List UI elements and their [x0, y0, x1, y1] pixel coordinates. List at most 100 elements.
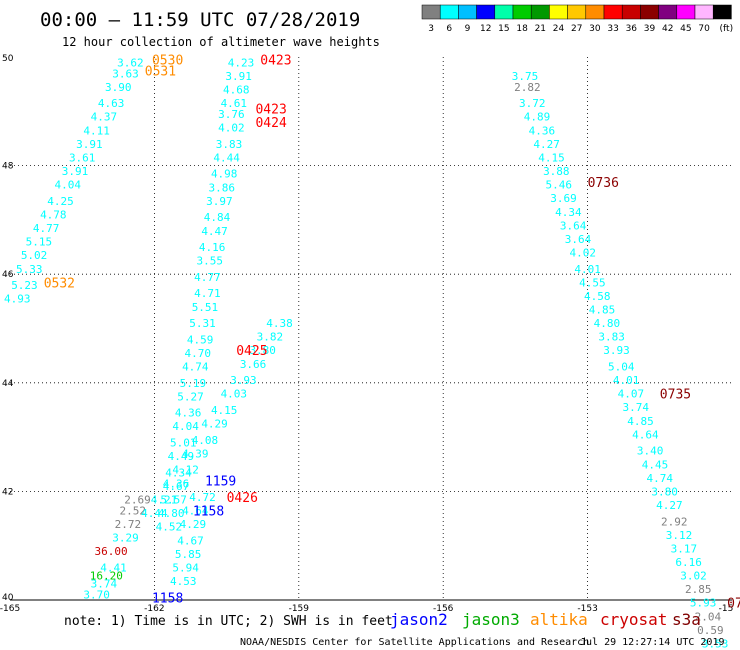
footer-note: note: 1) Time is in UTC; 2) SWH is in fe… [64, 614, 393, 629]
swh-point: 4.77 [194, 271, 221, 284]
swh-point: 16.20 [90, 570, 123, 583]
swh-point: 4.37 [91, 111, 118, 124]
swh-point: 3.82 [257, 331, 284, 344]
swh-point: 3.97 [206, 195, 233, 208]
colorbar-legend: 3 6 9 12 15 18 21 24 27 30 33 36 39 42 45 70 (ft) [421, 4, 734, 34]
swh-point: 3.83 [216, 138, 243, 151]
swh-point: 4.53 [170, 575, 197, 588]
swh-point: 3.74 [91, 578, 118, 591]
swh-point: 4.44 [141, 507, 168, 520]
colorbar-label: 33 [607, 24, 618, 34]
swh-point: 3.64 [565, 233, 592, 246]
colorbar-swatch [530, 4, 550, 20]
y-tick-label: 42 [2, 487, 13, 497]
swh-point: 4.71 [194, 287, 221, 300]
swh-point: 4.89 [524, 111, 551, 124]
swh-point: 3.64 [560, 219, 587, 232]
colorbar-swatch [439, 4, 459, 20]
swh-point: 4.52 [156, 521, 183, 534]
time-label: 0530 [152, 54, 183, 69]
time-label: 07 [727, 597, 740, 612]
time-label: 0423 [255, 103, 286, 118]
footer-credit: NOAA/NESDIS Center for Satellite Applica… [240, 637, 589, 648]
swh-point: 3.02 [680, 570, 707, 583]
swh-point: 3.17 [671, 542, 698, 555]
swh-point: 4.25 [47, 195, 74, 208]
time-label: 0531 [145, 65, 176, 80]
colorbar-label: 15 [498, 24, 509, 34]
swh-point: 4.84 [204, 211, 231, 224]
swh-point: 4.78 [40, 208, 67, 221]
time-label: 1158 [152, 591, 183, 606]
legend-entry: cryosat [600, 610, 667, 629]
swh-point: 4.47 [201, 225, 228, 238]
swh-point: 3.29 [112, 532, 139, 545]
colorbar-swatch [494, 4, 514, 20]
colorbar-swatch [694, 4, 714, 20]
swh-point: 4.85 [627, 415, 654, 428]
colorbar-swatch [421, 4, 441, 20]
swh-point: 4.02 [570, 246, 597, 259]
swh-point: 4.70 [184, 347, 211, 360]
swh-point: 5.19 [180, 377, 207, 390]
y-tick-label: 44 [2, 379, 14, 389]
swh-point: 4.38 [266, 317, 293, 330]
plot-axes: -165 -162 -159 -156 -153 -15 40 42 44 46 48 50 [0, 54, 733, 614]
swh-point: 3.83 [598, 331, 625, 344]
time-label: 0532 [44, 276, 75, 291]
swh-point: 4.16 [199, 241, 226, 254]
swh-point: 2.04 [695, 610, 722, 623]
data-points: 3.623.633.904.634.374.113.913.613.914.04… [4, 56, 728, 650]
swh-point: 4.34 [165, 466, 192, 479]
swh-point: 0.59 [697, 624, 724, 637]
colorbar-label: 27 [571, 24, 582, 34]
swh-point: 3.72 [519, 97, 546, 110]
swh-point: 4.80 [594, 317, 621, 330]
satellite-legend: jason2 jason3 altika cryosat s3a [390, 610, 701, 629]
swh-point: 36.00 [95, 545, 128, 558]
swh-point: 5.27 [177, 390, 204, 403]
swh-point: 3.69 [550, 192, 577, 205]
swh-point: 3.88 [543, 165, 570, 178]
x-tick-label: -159 [289, 604, 310, 614]
x-tick-label: -156 [433, 604, 454, 614]
y-tick-label: 50 [2, 54, 14, 64]
chart-subtitle: 12 hour collection of altimeter wave hei… [62, 35, 380, 49]
colorbar-label: 30 [589, 24, 601, 34]
colorbar-label: 6 [446, 24, 452, 34]
swh-point: 5.46 [545, 179, 572, 192]
swh-point: 4.08 [192, 434, 219, 447]
colorbar-label: (ft) [720, 24, 734, 34]
swh-point: 4.93 [4, 293, 31, 306]
colorbar-label: 39 [644, 24, 656, 34]
swh-point: 4.59 [187, 333, 214, 346]
swh-point: 4.85 [589, 303, 616, 316]
swh-point: 5.23 [11, 279, 38, 292]
swh-point: 2.69 [124, 494, 151, 507]
x-tick-label: -15 [719, 604, 734, 614]
colorbar-swatch [621, 4, 641, 20]
swh-point: 5.02 [21, 249, 48, 262]
swh-point: 4.36 [175, 407, 202, 420]
swh-point: 3.63 [112, 67, 139, 80]
time-label: 0736 [588, 176, 619, 191]
swh-point: 3.76 [218, 108, 245, 121]
swh-point: 4.07 [618, 388, 645, 401]
colorbar-swatch [603, 4, 623, 20]
time-label: 0735 [660, 388, 691, 403]
swh-point: 3.55 [197, 255, 224, 268]
swh-point: 4.12 [172, 464, 199, 477]
chart-title: 00:00 – 11:59 UTC 07/28/2019 [40, 9, 360, 31]
y-tick-label: 48 [2, 162, 14, 172]
swh-point: 4.98 [211, 168, 238, 181]
swh-point: 2.72 [115, 518, 142, 531]
swh-point: 4.29 [180, 518, 207, 531]
colorbar-swatch [658, 4, 678, 20]
swh-point: 4.49 [168, 450, 195, 463]
swh-point: 2.92 [661, 515, 688, 528]
colorbar-label: 12 [480, 24, 491, 34]
swh-point: 4.63 [98, 97, 125, 110]
swh-point: 5.33 [16, 263, 43, 276]
swh-point: 4.03 [221, 388, 248, 401]
